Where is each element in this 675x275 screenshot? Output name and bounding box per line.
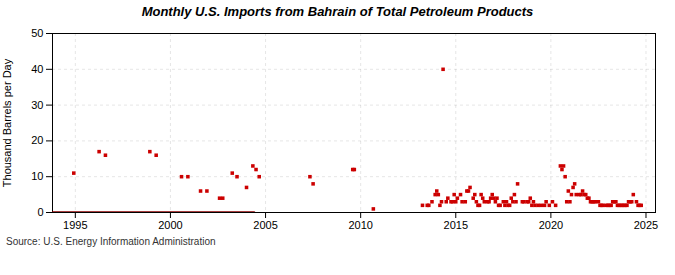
- svg-text:0: 0: [37, 206, 43, 218]
- svg-text:2020: 2020: [539, 219, 563, 231]
- svg-text:20: 20: [31, 134, 43, 146]
- svg-text:2025: 2025: [634, 219, 658, 231]
- svg-text:40: 40: [31, 63, 43, 75]
- svg-text:2005: 2005: [253, 219, 277, 231]
- svg-text:2015: 2015: [444, 219, 468, 231]
- html-text:Monthly U.S. Imports from Bahr: Monthly U.S. Imports from Bahrain of Tot…: [141, 4, 534, 19]
- svg-text:2010: 2010: [348, 219, 372, 231]
- svg-text:30: 30: [31, 99, 43, 111]
- svg-text:1995: 1995: [63, 219, 87, 231]
- svg-text:50: 50: [31, 27, 43, 39]
- svg-text:2000: 2000: [158, 219, 182, 231]
- html-text:Source: U.S. Energy Informatio: Source: U.S. Energy Information Administ…: [6, 236, 216, 247]
- svg-text:10: 10: [31, 170, 43, 182]
- svg-text:Thousand Barrels per Day: Thousand Barrels per Day: [1, 58, 13, 187]
